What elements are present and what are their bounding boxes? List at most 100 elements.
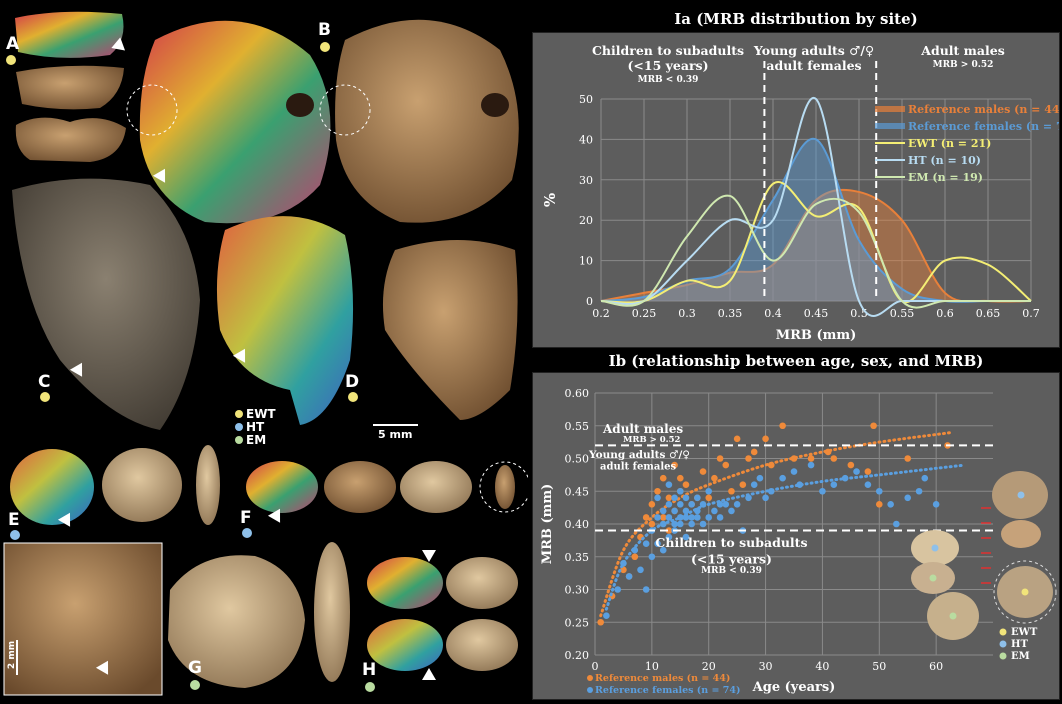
scatter-point-series-1 [875, 487, 883, 495]
site-legend-ht: HT [235, 421, 276, 434]
scatter-point-series-1 [620, 560, 627, 567]
specimen-a-top [15, 11, 124, 58]
x-tick-label: 60 [929, 660, 943, 673]
x-tick-label: 50 [872, 660, 886, 673]
scatter-point-series-1 [819, 487, 826, 495]
x-tick-label: 0 [592, 660, 599, 673]
scatter-point-series-1 [745, 494, 752, 502]
x-tick-label: 0.4 [764, 307, 782, 320]
scatter-point-series-1 [904, 494, 912, 502]
specimen-panel: A B C D E F G H EWT HT EM 5 mm 2 mm [0, 0, 531, 700]
specimen-letter-f: F [240, 508, 252, 528]
x-tick-label: 0.3 [678, 307, 696, 320]
zone-rule: MRB > 0.52 [933, 60, 994, 70]
specimen-c [12, 178, 200, 430]
scatter-point-series-1 [790, 468, 798, 475]
scatter-point-series-0 [716, 455, 724, 462]
specimen-d-natural [382, 240, 518, 420]
scatter-point-series-1 [688, 520, 695, 528]
y-tick-label: 0.40 [565, 518, 590, 531]
scatter-point-series-1 [659, 546, 667, 554]
specimen-b-natural [335, 19, 519, 223]
scatter-point-series-0 [648, 501, 656, 508]
specimen-b-coloured [139, 20, 331, 224]
scatter-point-series-1 [665, 514, 673, 521]
line-series-0 [600, 188, 1032, 303]
specimen-thumbnail [1001, 520, 1041, 548]
x-tick-label: 0.65 [976, 307, 1001, 320]
site-dot-ewt [40, 392, 50, 402]
scatter-point-series-1 [722, 501, 730, 508]
scatter-point-series-1 [665, 501, 673, 508]
y-tick-label: 10 [579, 255, 593, 268]
legend-label-1: Reference females (n = 74) [908, 120, 1059, 133]
specimen-a-bottom [15, 117, 126, 162]
scatter-point-series-0 [699, 468, 707, 475]
scatter-point-series-1 [694, 507, 701, 515]
surface-inset [3, 542, 163, 696]
scatter-point-series-1 [694, 494, 701, 502]
y-tick-label: 0 [586, 295, 593, 308]
scatter-point-series-0 [875, 501, 883, 508]
zone-title: Children to subadults [655, 535, 807, 550]
chart-ia-title: Ia (MRB distribution by site) [674, 10, 918, 28]
scatter-point-series-1 [779, 474, 786, 482]
scatter-point-series-1 [682, 533, 690, 541]
scatter-point-series-0 [847, 461, 855, 469]
specimen-f-natural-2 [400, 461, 472, 513]
scatter-point-series-1 [676, 514, 684, 521]
scale-label-main: 5 mm [378, 428, 413, 441]
specimen-site-dot [1017, 491, 1025, 499]
zone-subtitle: adult females [766, 58, 861, 73]
specimen-f-natural-1 [324, 461, 396, 513]
scatter-point-series-1 [716, 501, 724, 508]
specimen-e-coloured [10, 449, 94, 525]
site-legend-em: EM [235, 434, 276, 447]
scatter-point-series-0 [676, 474, 684, 482]
scatter-point-series-0 [659, 514, 667, 521]
trendline-series-0 [599, 430, 955, 618]
x-tick-label: 10 [645, 660, 659, 673]
y-tick-label: 0.20 [565, 649, 590, 662]
scatter-point-series-0 [830, 455, 838, 462]
scatter-point-series-1 [676, 487, 684, 495]
scatter-point-series-1 [699, 520, 707, 528]
scatter-point-series-1 [688, 514, 695, 521]
specimen-h-coloured-2 [367, 619, 443, 671]
x-tick-label: 0.6 [936, 307, 954, 320]
x-tick-label: 30 [759, 660, 773, 673]
specimen-letter-e: E [8, 510, 20, 530]
scatter-point-series-0 [705, 494, 713, 502]
specimen-letter-a: A [6, 34, 20, 54]
site-legend-label-1: HT [1011, 639, 1028, 650]
scatter-point-series-1 [654, 494, 661, 502]
scatter-point-series-1 [893, 520, 900, 528]
scatter-point-series-1 [654, 540, 661, 547]
specimen-f-edge [495, 465, 515, 509]
scatter-point-series-1 [603, 612, 610, 619]
zone-title: Young adults ♂/♀ [753, 43, 874, 58]
specimen-letter-g: G [188, 658, 202, 678]
scatter-point-series-0 [762, 435, 769, 443]
chart-ib-svg: 0.20 0.25 0.30 0.35 0.40 0.45 0.50 0.55 0.60 0 10 2… [540, 387, 1057, 696]
arrowhead-marker [422, 668, 436, 680]
arrowhead-marker [422, 550, 436, 562]
y-tick-label: 0.35 [565, 551, 590, 564]
scatter-point-series-1 [705, 487, 713, 495]
scatter-point-series-0 [665, 494, 673, 502]
scatter-point-series-0 [631, 553, 639, 561]
specimen-h-natural-1 [446, 557, 518, 609]
x-tick-label: 20 [702, 660, 716, 673]
x-tick-label: 0.7 [1022, 307, 1040, 320]
scatter-point-series-1 [631, 546, 639, 554]
scatter-point-series-1 [682, 494, 690, 502]
scatter-point-series-0 [807, 455, 815, 462]
scatter-point-series-1 [716, 514, 724, 521]
site-legend-marker-0 [999, 628, 1007, 636]
specimen-h-coloured-1 [367, 557, 443, 609]
site-dot-ht [10, 530, 20, 540]
scatter-point-series-0 [654, 487, 661, 495]
scatter-point-series-1 [682, 514, 690, 521]
specimen-e-natural [102, 448, 182, 522]
scatter-point-series-0 [659, 474, 667, 482]
